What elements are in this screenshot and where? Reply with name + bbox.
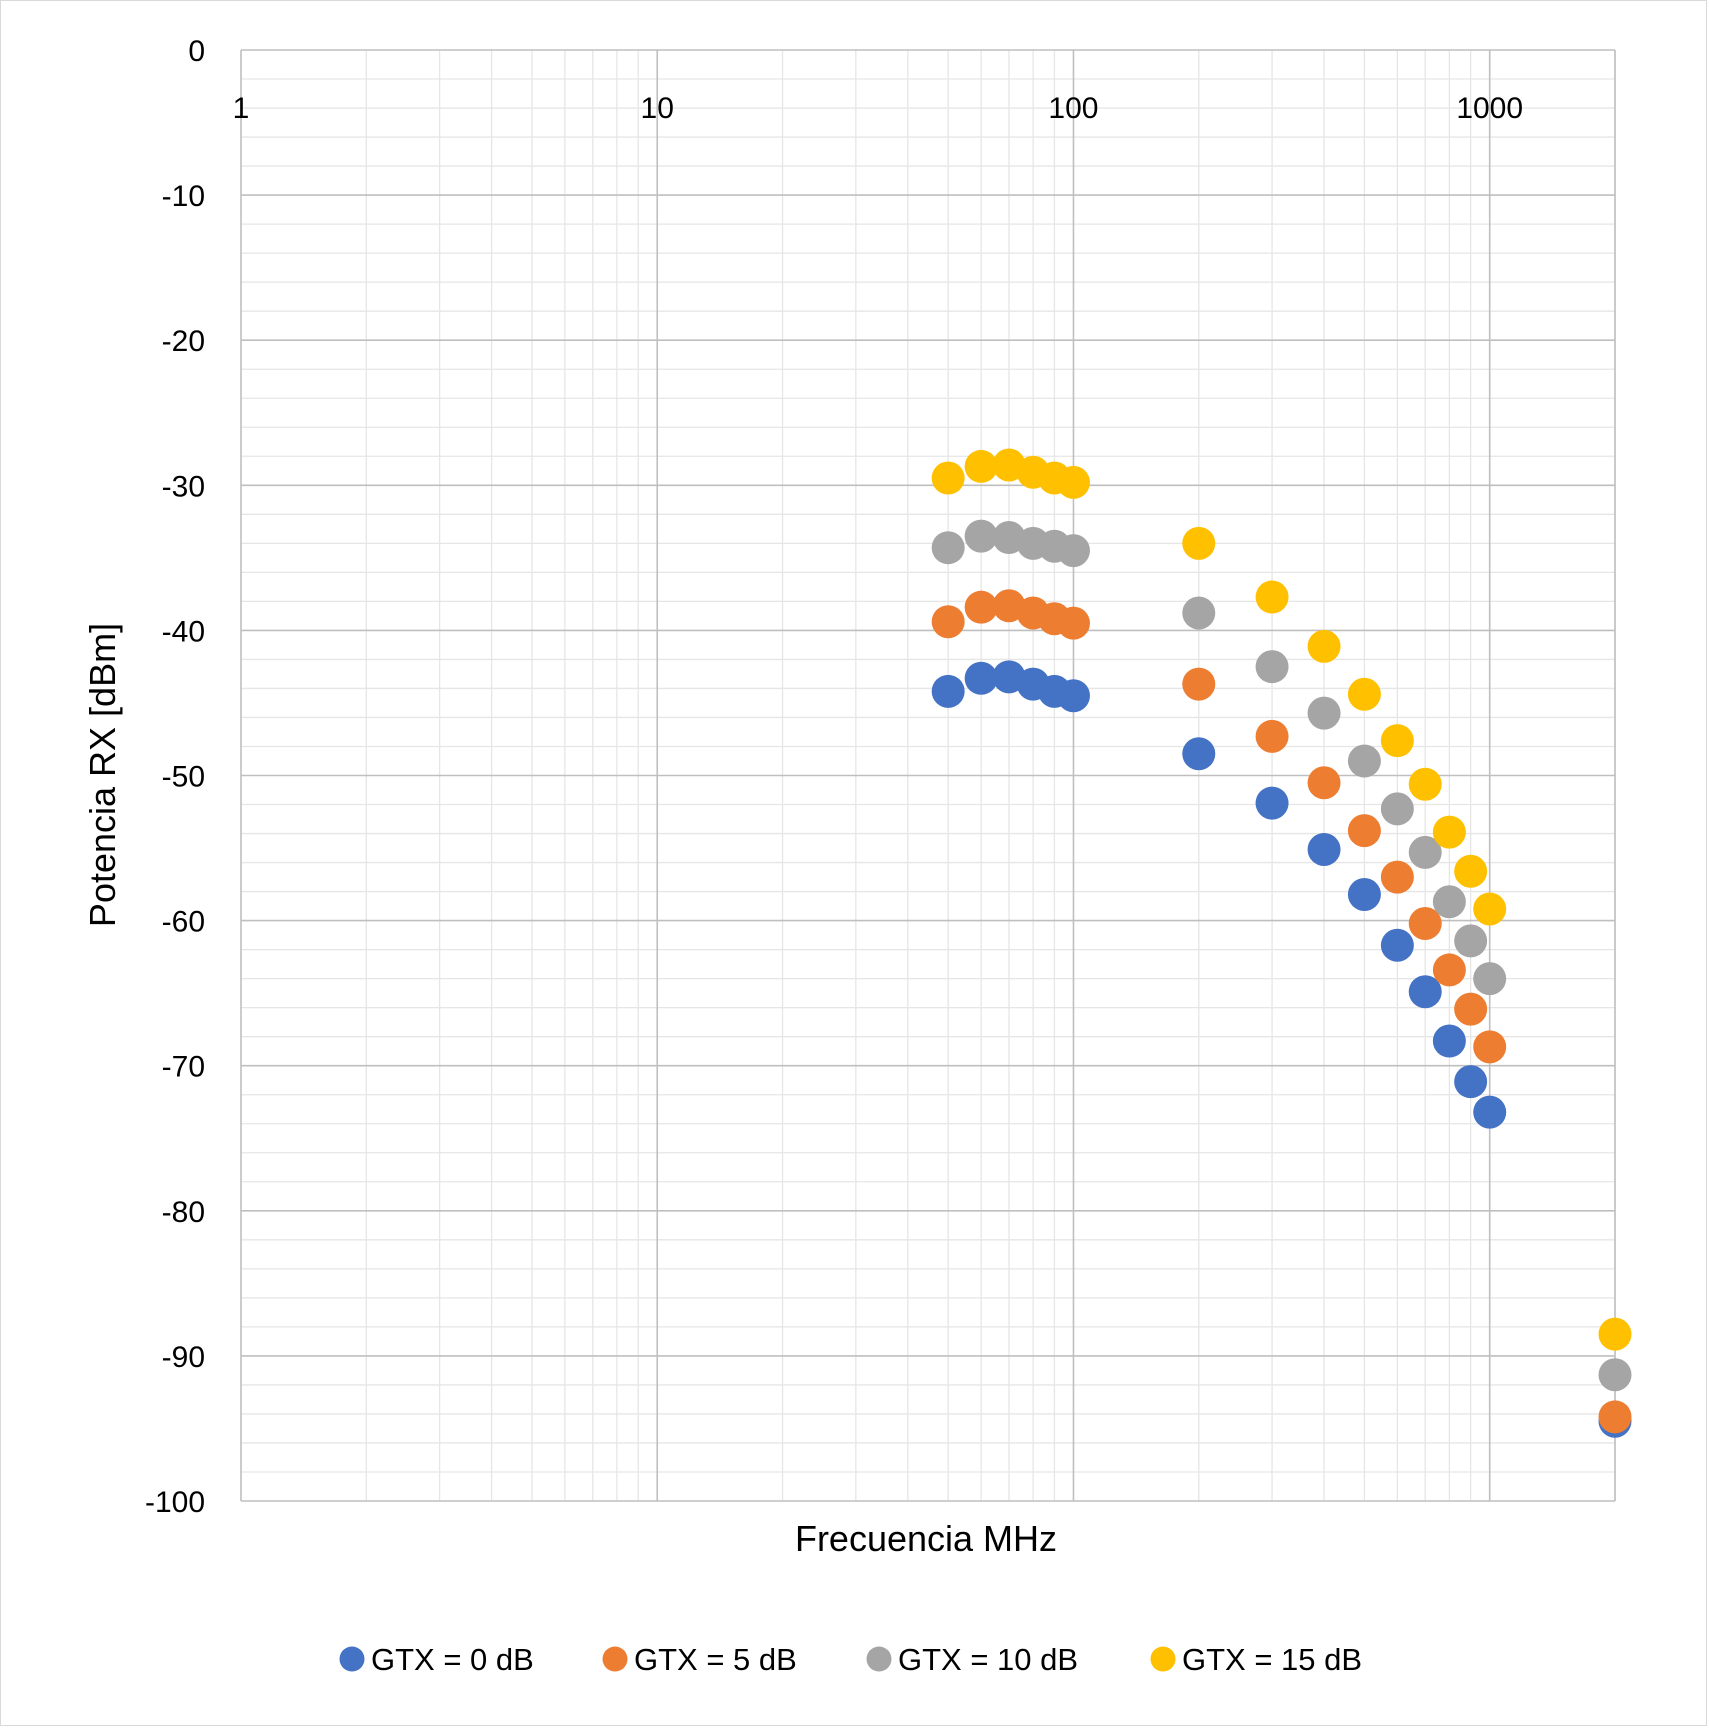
y-tick-label: -80	[162, 1196, 205, 1229]
data-point	[1347, 744, 1381, 778]
x-tick-label: 1000	[1456, 92, 1523, 125]
data-point	[1056, 534, 1090, 568]
data-point	[1307, 833, 1341, 867]
y-tick-label: -90	[162, 1341, 205, 1374]
data-point	[1255, 580, 1289, 614]
data-point	[1454, 1065, 1488, 1099]
data-point	[1408, 975, 1442, 1009]
data-point	[931, 605, 965, 639]
y-tick-label: -100	[145, 1486, 205, 1519]
major-gridlines	[240, 49, 1616, 1502]
data-point	[931, 531, 965, 565]
data-point	[1432, 953, 1466, 987]
x-tick-label: 100	[1048, 92, 1098, 125]
data-point	[1182, 526, 1216, 560]
data-point	[1408, 835, 1442, 869]
data-points	[931, 448, 1632, 1438]
data-point	[964, 449, 998, 483]
data-point	[1255, 719, 1289, 753]
data-point	[1408, 907, 1442, 941]
legend-marker	[339, 1646, 365, 1672]
legend-label: GTX = 0 dB	[371, 1642, 534, 1677]
y-tick-label: 0	[188, 35, 205, 68]
data-point	[1432, 885, 1466, 919]
legend: GTX = 0 dB GTX = 5 dB GTX = 10 dB GTX = 15 …	[339, 1642, 1362, 1677]
data-point	[1347, 814, 1381, 848]
legend-item: GTX = 10 dB	[866, 1642, 1078, 1677]
data-point	[1307, 629, 1341, 663]
data-point	[1255, 650, 1289, 684]
data-point	[964, 590, 998, 624]
data-point	[1598, 1317, 1632, 1351]
data-point	[1056, 465, 1090, 499]
legend-label: GTX = 5 dB	[634, 1642, 797, 1677]
data-point	[1432, 1024, 1466, 1058]
y-tick-label: -20	[162, 325, 205, 358]
legend-item: GTX = 5 dB	[602, 1642, 797, 1677]
data-point	[1182, 667, 1216, 701]
y-tick-label: -60	[162, 906, 205, 939]
legend-label: GTX = 10 dB	[898, 1642, 1078, 1677]
legend-item: GTX = 15 dB	[1150, 1642, 1362, 1677]
y-axis-tick-labels: 0 -10 -20 -30 -40 -50 -60 -70 -80 -90 -100	[145, 35, 205, 1519]
data-point	[1432, 815, 1466, 849]
data-point	[1347, 677, 1381, 711]
legend-marker	[602, 1646, 628, 1672]
data-point	[1307, 766, 1341, 800]
data-point	[1380, 860, 1414, 894]
legend-label: GTX = 15 dB	[1182, 1642, 1362, 1677]
y-tick-label: -70	[162, 1051, 205, 1084]
data-point	[1473, 1030, 1507, 1064]
y-axis-title: Potencia RX [dBm]	[82, 623, 123, 927]
data-point	[1380, 724, 1414, 758]
legend-marker	[1150, 1646, 1176, 1672]
data-point	[1182, 596, 1216, 630]
data-point	[1454, 924, 1488, 958]
y-tick-label: -50	[162, 761, 205, 794]
data-point	[1598, 1400, 1632, 1434]
x-axis-title: Frecuencia MHz	[795, 1518, 1057, 1559]
data-point	[1473, 962, 1507, 996]
data-point	[1182, 737, 1216, 771]
data-point	[1408, 767, 1442, 801]
y-tick-label: -40	[162, 615, 205, 648]
legend-marker	[866, 1646, 892, 1672]
data-point	[1347, 877, 1381, 911]
data-point	[1380, 928, 1414, 962]
y-tick-label: -30	[162, 470, 205, 503]
x-axis-tick-labels: 1 10 100 1000	[233, 92, 1523, 125]
data-point	[1380, 792, 1414, 826]
data-point	[1056, 606, 1090, 640]
data-point	[1454, 992, 1488, 1026]
data-point	[964, 519, 998, 553]
x-tick-label: 1	[233, 92, 250, 125]
data-point	[1454, 854, 1488, 888]
data-point	[1598, 1358, 1632, 1392]
data-point	[1056, 679, 1090, 713]
data-point	[1307, 696, 1341, 730]
data-point	[1255, 786, 1289, 820]
legend-item: GTX = 0 dB	[339, 1642, 534, 1677]
data-point	[931, 674, 965, 708]
data-point	[1473, 892, 1507, 926]
y-tick-label: -10	[162, 180, 205, 213]
x-tick-label: 10	[641, 92, 674, 125]
data-point	[931, 461, 965, 495]
data-point	[964, 661, 998, 695]
data-point	[1473, 1095, 1507, 1129]
